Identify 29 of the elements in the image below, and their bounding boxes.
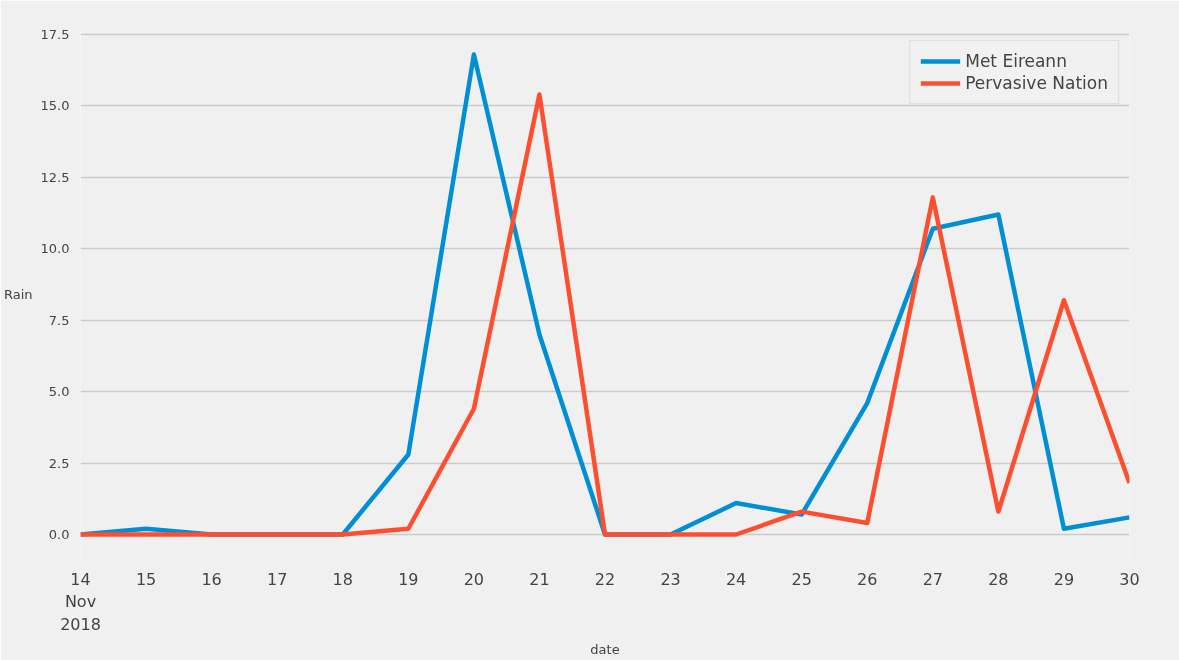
x-tick-label: 18 xyxy=(332,569,353,589)
y-tick-label: 17.5 xyxy=(40,27,70,42)
legend-label: Pervasive Nation xyxy=(965,73,1108,93)
x-tick-label: 19 xyxy=(398,569,419,589)
x-tick-label: 26 xyxy=(857,569,878,589)
y-tick-label: 7.5 xyxy=(48,312,70,328)
x-tick-label: 16 xyxy=(201,569,222,589)
y-axis-title: Rain xyxy=(3,287,33,302)
x-tick-label: 23 xyxy=(660,569,681,589)
x-tick-label: 27 xyxy=(922,569,943,589)
legend-label: Met Eireann xyxy=(965,51,1067,71)
x-tick-label: 20 xyxy=(463,569,485,589)
y-tick-label: 15.0 xyxy=(40,98,70,114)
y-tick-label: 0.0 xyxy=(48,527,70,542)
x-tick-label: 30 xyxy=(1119,569,1140,589)
x-tick-label: 22 xyxy=(594,569,616,589)
x-tick-label: 21 xyxy=(529,569,550,589)
x-tick-label: 28 xyxy=(988,569,1009,589)
x-tick-label: 29 xyxy=(1053,569,1075,589)
y-tick-label: 2.5 xyxy=(48,455,70,471)
x-tick-label: 15 xyxy=(135,569,157,589)
y-tick-label: 5.0 xyxy=(48,384,70,400)
y-tick-label: 12.5 xyxy=(40,169,70,185)
x-tick-label: 24 xyxy=(725,569,747,589)
x-tick-label: 17 xyxy=(267,569,288,589)
x-tick-label: 25 xyxy=(791,569,812,589)
y-tick-label: 10.0 xyxy=(40,241,70,257)
x-axis-title: date xyxy=(590,642,620,658)
x-tick-label: 14 Nov 2018 xyxy=(60,569,101,635)
